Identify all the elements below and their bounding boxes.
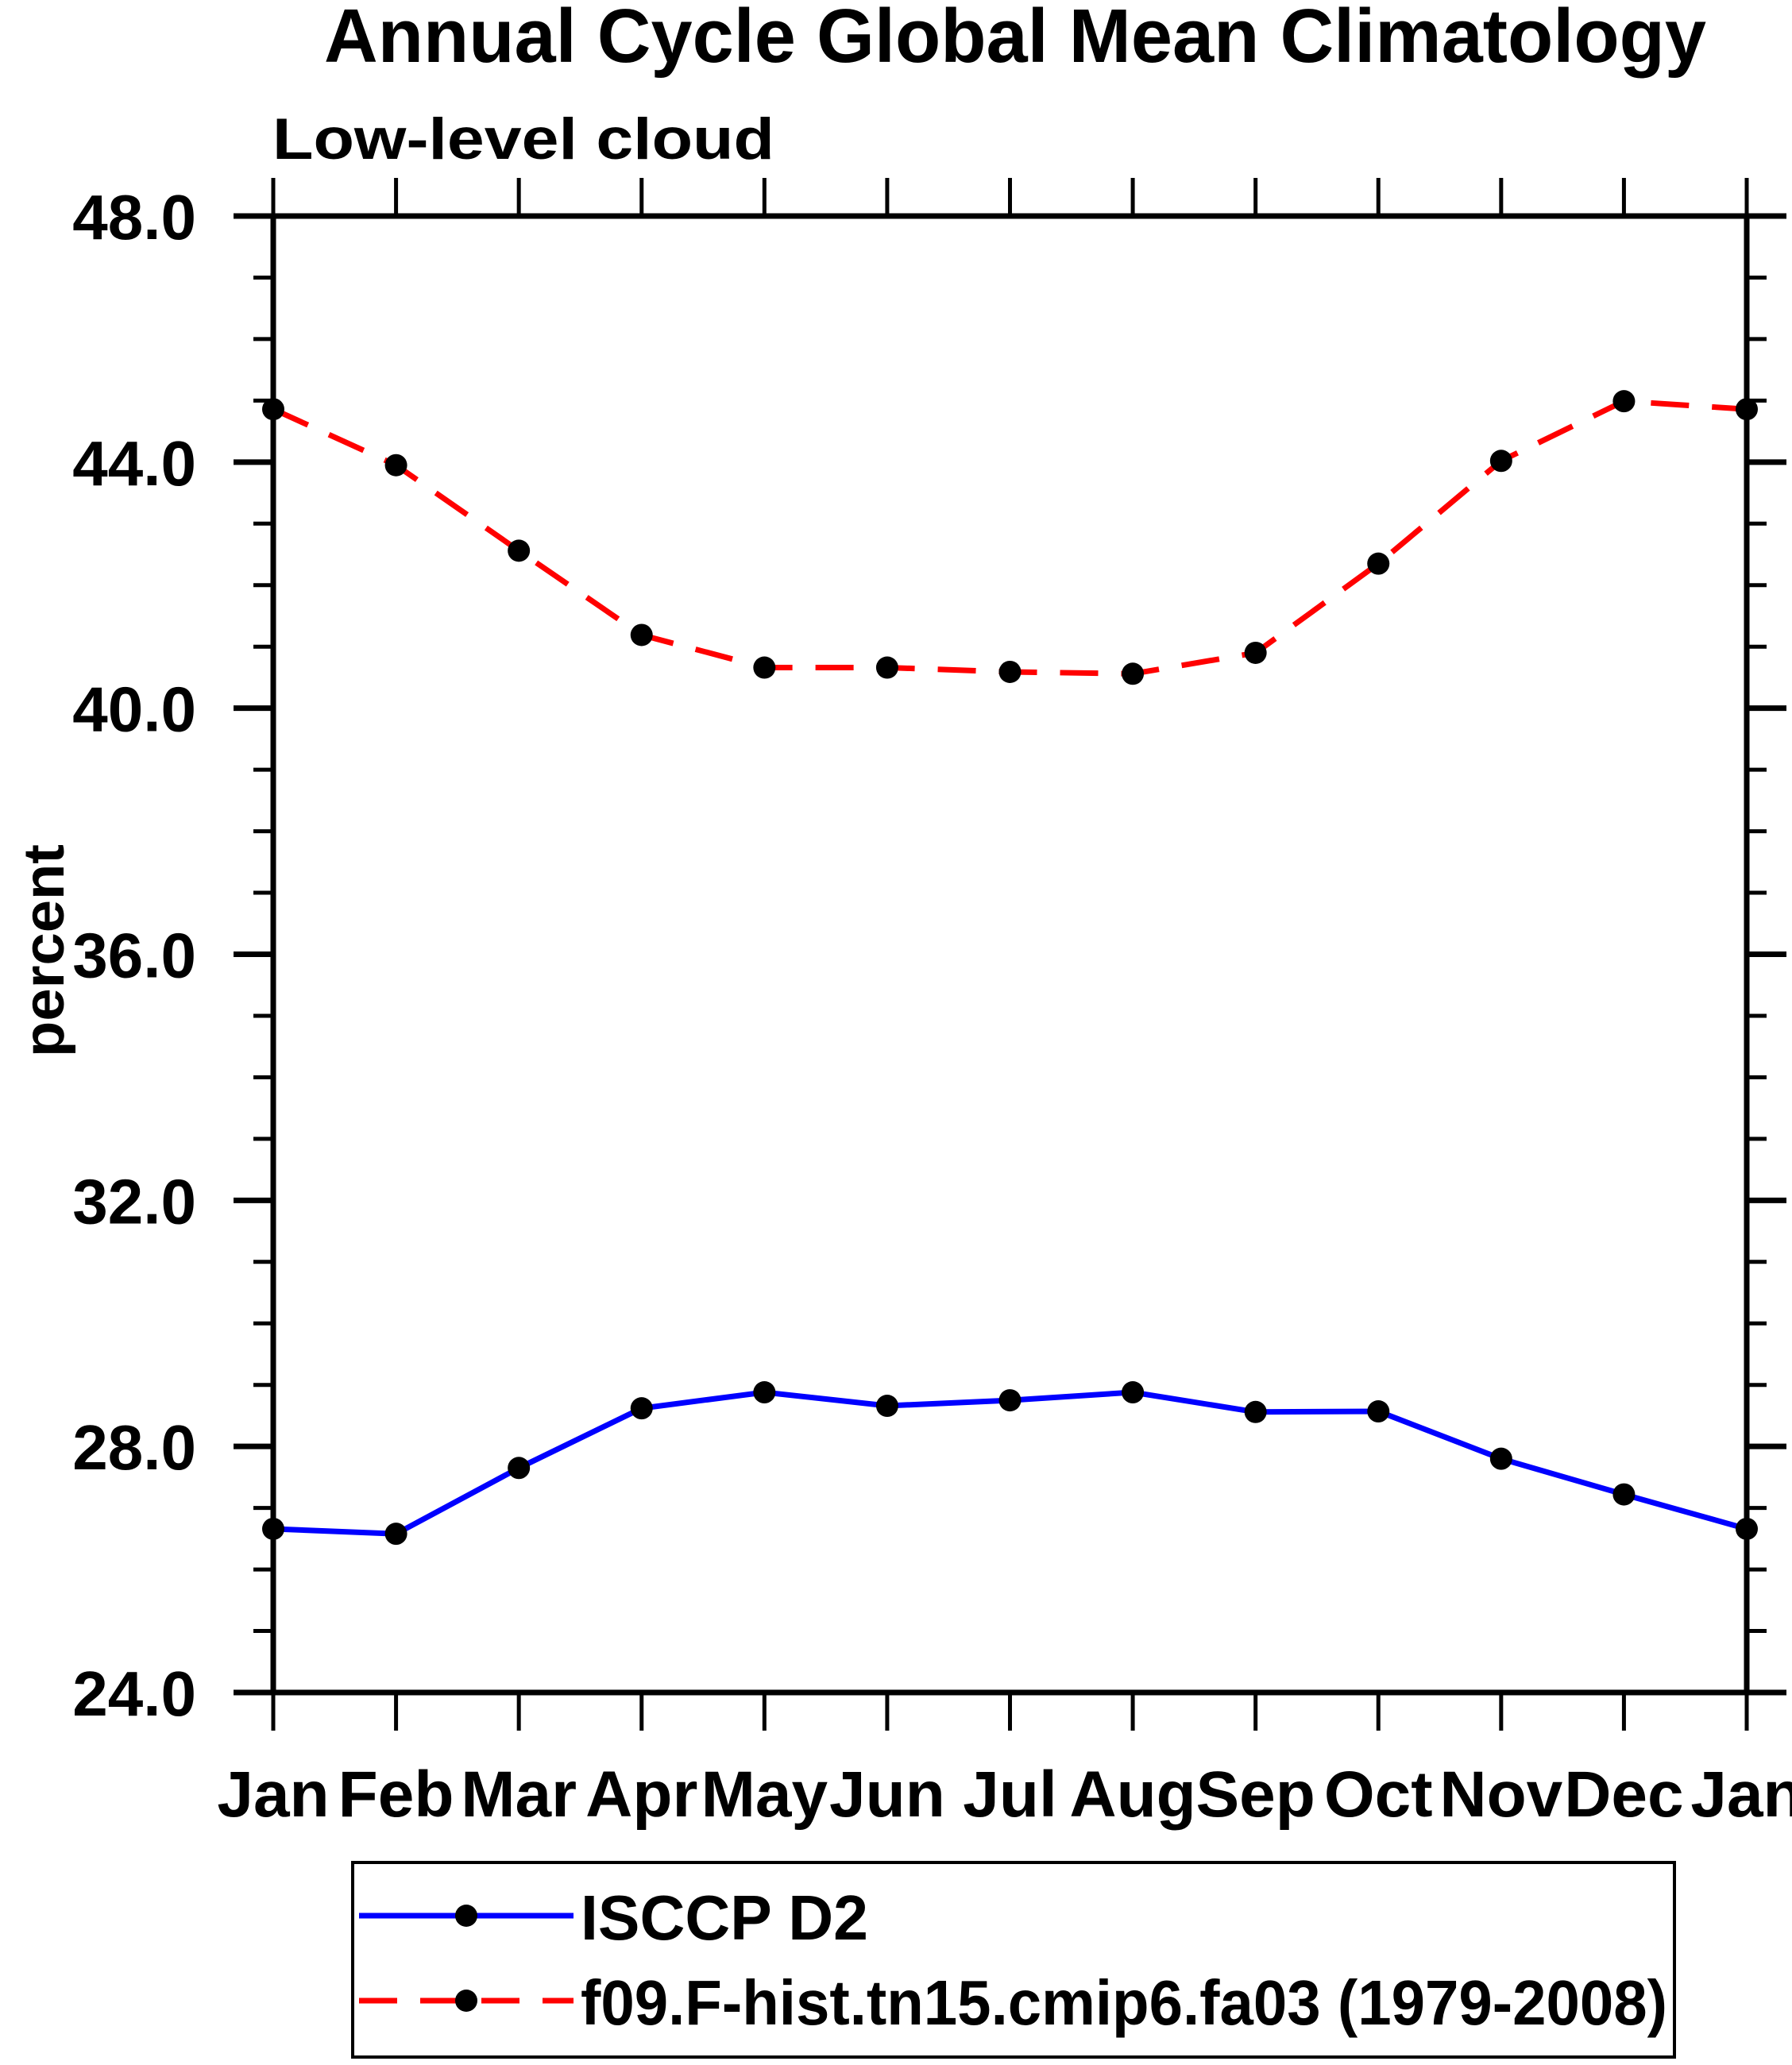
y-axis-title: percent xyxy=(13,844,76,1057)
data-point-1 xyxy=(384,454,407,477)
plot-border xyxy=(270,213,1750,1696)
legend-marker-1 xyxy=(455,1990,477,2012)
data-series xyxy=(262,390,1758,1546)
data-point-1 xyxy=(1244,641,1267,664)
legend-marker-0 xyxy=(455,1905,477,1927)
data-point-1 xyxy=(753,656,776,679)
y-tick-label: 32.0 xyxy=(72,1166,196,1237)
data-point-0 xyxy=(1489,1447,1512,1470)
data-point-1 xyxy=(1122,662,1145,685)
y-tick-label: 36.0 xyxy=(72,921,196,991)
data-point-1 xyxy=(1489,450,1512,473)
x-tick-label: May xyxy=(701,1758,828,1831)
data-point-1 xyxy=(998,660,1022,683)
x-tick-label: Sep xyxy=(1195,1758,1315,1831)
x-tick-label: Jan xyxy=(1690,1758,1792,1831)
x-tick-label: Jan xyxy=(217,1758,329,1831)
data-point-0 xyxy=(753,1381,776,1404)
data-point-1 xyxy=(1612,390,1636,413)
data-point-0 xyxy=(384,1523,407,1546)
data-point-1 xyxy=(262,398,284,421)
y-tick-label: 48.0 xyxy=(72,182,196,253)
data-point-0 xyxy=(875,1395,898,1418)
legend-label-1: f09.F-hist.tn15.cmip6.fa03 (1979-2008) xyxy=(581,1967,1667,2038)
y-tick-label: 28.0 xyxy=(72,1412,196,1483)
data-point-1 xyxy=(1367,552,1390,575)
data-point-1 xyxy=(875,656,898,679)
chart-title: Annual Cycle Global Mean Climatology xyxy=(324,0,1706,79)
data-point-0 xyxy=(1244,1400,1267,1423)
x-tick-label: Dec xyxy=(1564,1758,1683,1831)
y-tick-label: 44.0 xyxy=(72,428,196,499)
x-tick-label: Mar xyxy=(461,1758,577,1831)
legend-box xyxy=(351,1861,1676,2059)
data-point-0 xyxy=(508,1457,531,1480)
data-point-0 xyxy=(1612,1483,1636,1506)
x-tick-label: Aug xyxy=(1069,1758,1195,1831)
data-point-0 xyxy=(630,1397,653,1420)
data-point-0 xyxy=(1367,1400,1390,1423)
x-tick-label: Nov xyxy=(1439,1758,1562,1831)
x-tick-label: Feb xyxy=(338,1758,454,1831)
x-tick-label: Jun xyxy=(829,1758,945,1831)
legend: ISCCP D2 f09.F-hist.tn15.cmip6.fa03 (1979… xyxy=(351,1861,1676,2059)
data-point-1 xyxy=(1736,398,1758,421)
data-point-0 xyxy=(262,1517,284,1540)
chart-subtitle: Low-level cloud xyxy=(272,107,774,172)
y-tick-label: 24.0 xyxy=(72,1658,196,1729)
series-line-0 xyxy=(272,1389,1748,1537)
data-point-1 xyxy=(508,539,531,562)
y-tick-label: 40.0 xyxy=(72,674,196,745)
data-point-0 xyxy=(998,1389,1022,1412)
data-point-0 xyxy=(1736,1517,1758,1540)
x-tick-label: Jul xyxy=(963,1758,1056,1831)
data-point-1 xyxy=(630,623,653,647)
series-line-1 xyxy=(272,398,1748,677)
x-tick-label: Apr xyxy=(585,1758,697,1831)
x-tick-label: Oct xyxy=(1324,1758,1433,1831)
legend-label-0: ISCCP D2 xyxy=(581,1882,868,1953)
data-point-0 xyxy=(1122,1381,1145,1404)
